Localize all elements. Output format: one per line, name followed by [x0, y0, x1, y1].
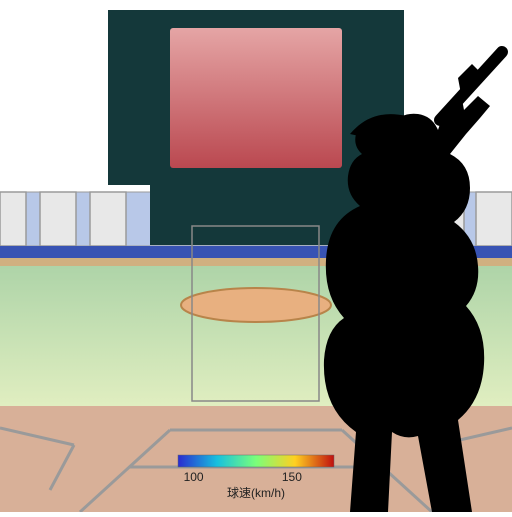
- wall-panel: [0, 192, 26, 246]
- pitchers-mound: [181, 288, 331, 322]
- pitch-location-scene: 100 150 球速(km/h): [0, 0, 512, 512]
- wall-panel: [476, 192, 512, 246]
- colorbar-tick-label: 100: [184, 470, 204, 484]
- scene-svg: 100 150 球速(km/h): [0, 0, 512, 512]
- wall-panel: [40, 192, 76, 246]
- colorbar-label: 球速(km/h): [227, 486, 285, 500]
- scoreboard-screen: [170, 28, 342, 168]
- wall-panel: [90, 192, 126, 246]
- colorbar-tick-label: 150: [282, 470, 302, 484]
- velocity-colorbar: [178, 455, 334, 467]
